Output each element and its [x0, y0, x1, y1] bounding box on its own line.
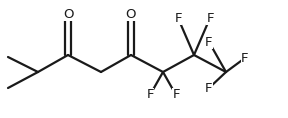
Text: F: F	[205, 82, 213, 95]
Text: F: F	[205, 36, 213, 48]
Text: F: F	[174, 11, 182, 25]
Text: O: O	[126, 8, 136, 21]
Text: F: F	[241, 51, 249, 65]
Text: F: F	[146, 88, 154, 101]
Text: F: F	[172, 88, 180, 101]
Text: O: O	[63, 8, 73, 21]
Text: F: F	[206, 11, 214, 25]
